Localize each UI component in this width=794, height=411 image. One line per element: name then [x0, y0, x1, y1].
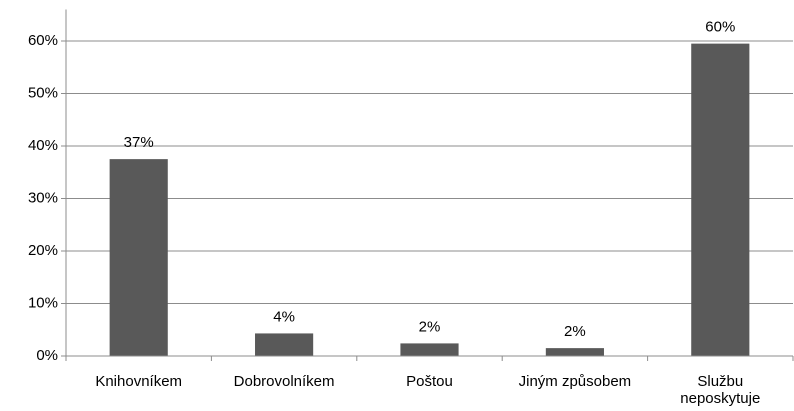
data-label: 2%	[564, 323, 586, 340]
y-tick-label: 10%	[28, 294, 58, 311]
x-tick-label: Poštou	[406, 373, 453, 390]
y-tick-label: 40%	[28, 137, 58, 154]
bar	[400, 343, 459, 356]
x-tick-label: Dobrovolníkem	[234, 373, 335, 390]
bar	[255, 333, 314, 356]
y-tick-label: 60%	[28, 32, 58, 49]
x-tick-label: Službu neposkytuje	[680, 373, 760, 407]
data-label: 60%	[705, 19, 735, 36]
data-label: 37%	[124, 134, 154, 151]
y-tick-label: 50%	[28, 84, 58, 101]
y-tick-label: 30%	[28, 189, 58, 206]
data-label: 4%	[273, 308, 295, 325]
data-label: 2%	[419, 318, 441, 335]
bar	[109, 159, 168, 356]
bar	[545, 348, 604, 356]
y-tick-label: 20%	[28, 242, 58, 259]
bar	[691, 43, 750, 356]
x-tick-label: Knihovníkem	[95, 373, 182, 390]
y-tick-label: 0%	[36, 347, 58, 364]
x-tick-label: Jiným způsobem	[519, 373, 632, 390]
